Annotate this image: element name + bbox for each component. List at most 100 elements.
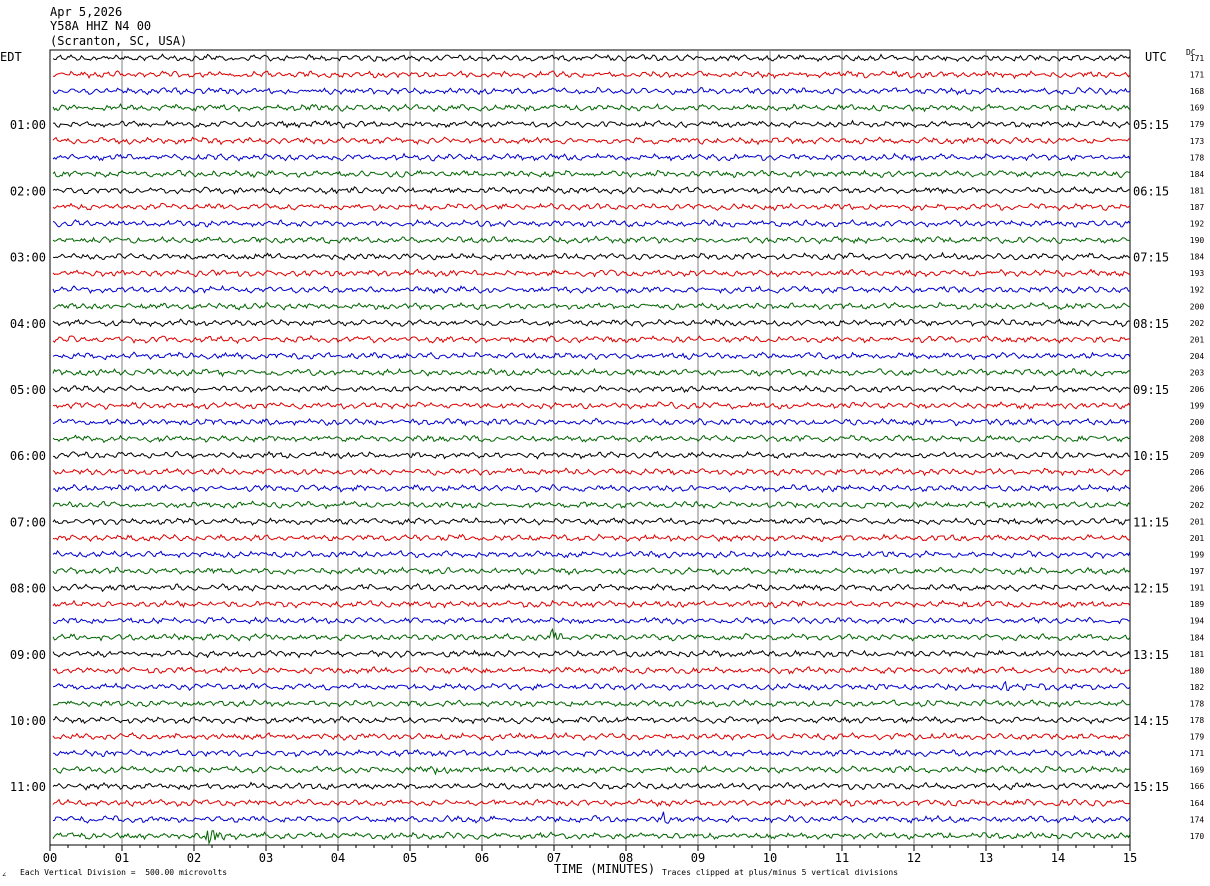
dc-offset-label: 164 [1190, 799, 1205, 808]
dc-offset-label: 206 [1190, 468, 1205, 477]
dc-offset-label: 191 [1190, 584, 1205, 593]
dc-offset-label: 166 [1190, 782, 1205, 791]
header-date: Apr 5,2026 [50, 5, 123, 19]
left-hour-label: 09:00 [10, 648, 46, 662]
x-tick-label: 07 [547, 851, 561, 865]
left-hour-label: 04:00 [10, 317, 46, 331]
trace-row [52, 219, 1131, 228]
dc-offset-label: 200 [1190, 302, 1205, 311]
dc-offset-label: 187 [1190, 203, 1205, 212]
x-tick-label: 05 [403, 851, 417, 865]
dc-offset-label: 184 [1190, 170, 1205, 179]
dc-offset-label: 199 [1190, 402, 1205, 411]
trace-row [52, 627, 1131, 642]
x-tick-label: 15 [1123, 851, 1137, 865]
trace-row [52, 202, 1131, 212]
dc-offset-label: 202 [1190, 501, 1205, 510]
trace-row [52, 616, 1131, 625]
x-axis-title: TIME (MINUTES) [554, 862, 656, 876]
dc-offset-label: 184 [1190, 253, 1205, 262]
corner-angle-icon: ∠ [2, 871, 7, 879]
right-timezone-label: UTC [1145, 50, 1167, 64]
trace-row [52, 367, 1131, 378]
dc-offset-label: 192 [1190, 220, 1205, 229]
trace-row [52, 169, 1131, 179]
trace-row [52, 566, 1131, 576]
dc-offset-label: 181 [1190, 186, 1205, 195]
dc-offset-label: 171 [1190, 749, 1205, 758]
dc-offset-label: 199 [1190, 551, 1205, 560]
x-tick-label: 04 [331, 851, 345, 865]
trace-row [52, 649, 1131, 659]
trace-row [52, 450, 1131, 460]
plot-frame [49, 49, 1131, 846]
x-tick-label: 03 [259, 851, 273, 865]
trace-layer [52, 53, 1131, 846]
right-hour-label: 13:15 [1133, 648, 1169, 662]
dc-offset-label: 179 [1190, 733, 1205, 742]
trace-row [52, 102, 1131, 113]
trace-row [52, 781, 1131, 792]
dc-offset-label: 203 [1190, 368, 1205, 377]
trace-row [52, 351, 1131, 361]
right-hour-label: 12:15 [1133, 582, 1169, 596]
dc-offset-label: 206 [1190, 385, 1205, 394]
dc-offset-label: 194 [1190, 617, 1205, 626]
dc-offset-label: 201 [1190, 534, 1205, 543]
dc-offset-label: 169 [1190, 104, 1205, 113]
trace-row [52, 680, 1131, 692]
right-hour-label: 07:15 [1133, 251, 1169, 265]
left-hour-label: 11:00 [10, 780, 46, 794]
right-hour-label: 09:15 [1133, 383, 1169, 397]
x-tick-label: 13 [979, 851, 993, 865]
left-hour-label: 03:00 [10, 251, 46, 265]
trace-row [52, 86, 1131, 96]
x-tick-label: 08 [619, 851, 633, 865]
x-tick-label: 10 [763, 851, 777, 865]
x-tick-label: 12 [907, 851, 921, 865]
right-hour-label: 05:15 [1133, 118, 1169, 132]
dc-offset-header: DC [1186, 48, 1196, 57]
trace-row [52, 384, 1131, 394]
right-hour-label: 11:15 [1133, 515, 1169, 529]
dc-offset-label: 171 [1190, 71, 1205, 80]
trace-row [52, 235, 1131, 245]
trace-row [52, 251, 1131, 262]
right-hour-label: 10:15 [1133, 449, 1169, 463]
dc-offset-label: 171 [1190, 54, 1205, 63]
x-tick-label: 02 [187, 851, 201, 865]
right-hour-label: 14:15 [1133, 714, 1169, 728]
trace-row [52, 732, 1131, 742]
dc-offset-label: 206 [1190, 484, 1205, 493]
left-hour-label: 06:00 [10, 449, 46, 463]
dc-offset-label: 190 [1190, 236, 1205, 245]
dc-offset-label: 182 [1190, 683, 1205, 692]
header-location: (Scranton, SC, USA) [50, 34, 188, 48]
x-tick-label: 00 [43, 851, 57, 865]
trace-row [52, 698, 1131, 708]
trace-row [52, 599, 1131, 609]
trace-row [52, 533, 1131, 543]
right-hour-label: 08:15 [1133, 317, 1169, 331]
left-timezone-label: EDT [0, 50, 22, 64]
dc-offset-label: 209 [1190, 451, 1205, 460]
dc-offset-label: 180 [1190, 666, 1205, 675]
dc-offset-label: 170 [1190, 832, 1205, 841]
dc-offset-label: 174 [1190, 815, 1205, 824]
dc-offset-label: 193 [1190, 269, 1205, 278]
trace-row [52, 583, 1131, 593]
trace-row [52, 483, 1131, 493]
left-hour-label: 10:00 [10, 714, 46, 728]
dc-offset-label: 173 [1190, 137, 1205, 146]
left-hour-label: 05:00 [10, 383, 46, 397]
trace-row [52, 830, 1131, 846]
x-tick-label: 09 [691, 851, 705, 865]
trace-row [52, 434, 1131, 444]
left-hour-label: 02:00 [10, 184, 46, 198]
dc-offset-label: 197 [1190, 567, 1205, 576]
trace-row [52, 318, 1131, 328]
dc-offset-label: 178 [1190, 716, 1205, 725]
trace-row [52, 811, 1131, 824]
trace-row [52, 467, 1131, 477]
